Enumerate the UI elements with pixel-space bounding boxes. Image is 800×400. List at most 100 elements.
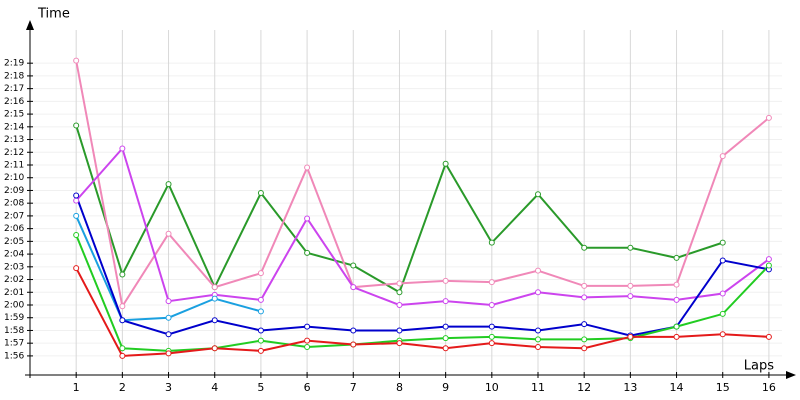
- x-tick-label: 5: [257, 381, 264, 394]
- y-axis-label: Time: [37, 7, 70, 22]
- point: [257, 190, 264, 196]
- point: [581, 336, 588, 343]
- y-tick-label: 2:00: [4, 301, 24, 311]
- series-line: [75, 146, 770, 307]
- point: [673, 333, 680, 340]
- point: [211, 295, 218, 302]
- point: [73, 122, 80, 129]
- x-tick-label: 6: [304, 381, 311, 394]
- point: [673, 281, 680, 288]
- y-tick-label: 2:06: [4, 224, 24, 234]
- point: [535, 336, 541, 343]
- y-tick-label: 2:03: [4, 262, 24, 272]
- point: [719, 239, 726, 246]
- point: [165, 181, 172, 188]
- point: [765, 262, 772, 269]
- y-tick-label: 2:05: [4, 237, 24, 247]
- y-tick-label: 2:16: [4, 97, 24, 107]
- x-tick-label: 9: [442, 381, 449, 394]
- point: [257, 337, 264, 344]
- y-tick-label: 2:15: [4, 110, 24, 120]
- y-tick-label: 2:10: [4, 173, 24, 183]
- x-tick-label: 13: [623, 381, 637, 394]
- point: [581, 345, 588, 352]
- y-tick-label: 2:18: [4, 71, 24, 81]
- y-tick-label: 2:11: [4, 161, 24, 171]
- x-arrow: [786, 371, 796, 379]
- point: [765, 333, 772, 340]
- point: [535, 267, 541, 274]
- point: [442, 160, 449, 167]
- point: [488, 333, 495, 340]
- point: [350, 284, 357, 291]
- x-tick-label: 16: [762, 381, 776, 394]
- point: [581, 321, 588, 328]
- point: [581, 294, 588, 301]
- point: [581, 244, 588, 251]
- point: [488, 340, 495, 347]
- point: [257, 347, 264, 354]
- series-line: [75, 60, 770, 309]
- point: [442, 298, 449, 305]
- point: [719, 257, 726, 264]
- point: [304, 249, 311, 256]
- point: [165, 230, 172, 237]
- point: [719, 331, 726, 338]
- point: [73, 192, 80, 199]
- x-tick-label: 11: [531, 381, 545, 394]
- point: [304, 323, 311, 330]
- point: [350, 341, 357, 348]
- x-tick-label: 2: [119, 381, 126, 394]
- point: [304, 337, 311, 344]
- point: [73, 197, 80, 204]
- point: [581, 282, 588, 289]
- point: [535, 289, 541, 296]
- point: [304, 215, 311, 222]
- x-tick-label: 1: [73, 381, 80, 394]
- y-tick-label: 2:17: [4, 84, 24, 94]
- y-arrow: [26, 20, 34, 30]
- point: [627, 244, 634, 251]
- point: [119, 145, 126, 152]
- point: [211, 317, 218, 324]
- point: [535, 344, 541, 350]
- point: [719, 310, 726, 317]
- point: [304, 164, 311, 171]
- y-tick-label: 2:04: [4, 250, 24, 260]
- point: [73, 212, 80, 219]
- point: [257, 308, 264, 315]
- y-tick-label: 2:14: [4, 122, 24, 132]
- point: [211, 345, 218, 352]
- point: [350, 327, 357, 334]
- x-tick-label: 8: [396, 381, 403, 394]
- series-line: [75, 267, 769, 357]
- point: [488, 302, 495, 308]
- point: [257, 327, 264, 334]
- point: [535, 191, 541, 198]
- x-tick-label: 15: [716, 381, 730, 394]
- y-tick-label: 2:12: [4, 148, 24, 158]
- x-tick-label: 4: [211, 381, 218, 394]
- point: [257, 296, 264, 303]
- point: [442, 323, 449, 330]
- point: [257, 270, 264, 277]
- y-tick-label: 1:56: [4, 351, 24, 361]
- point: [119, 352, 126, 359]
- y-tick-label: 2:09: [4, 186, 24, 196]
- y-tick-label: 2:07: [4, 211, 24, 221]
- point: [119, 303, 126, 310]
- point: [673, 323, 680, 330]
- x-tick-label: 3: [165, 381, 172, 394]
- series-line: [75, 234, 770, 352]
- y-tick-label: 1:59: [4, 313, 24, 323]
- point: [119, 271, 126, 278]
- point: [627, 333, 634, 340]
- y-tick-label: 1:58: [4, 326, 24, 336]
- x-axis-label: Laps: [744, 359, 774, 374]
- x-tick-label: 7: [350, 381, 357, 394]
- point: [165, 350, 172, 357]
- point: [73, 232, 80, 238]
- point: [165, 331, 172, 338]
- x-tick-label: 10: [485, 381, 499, 394]
